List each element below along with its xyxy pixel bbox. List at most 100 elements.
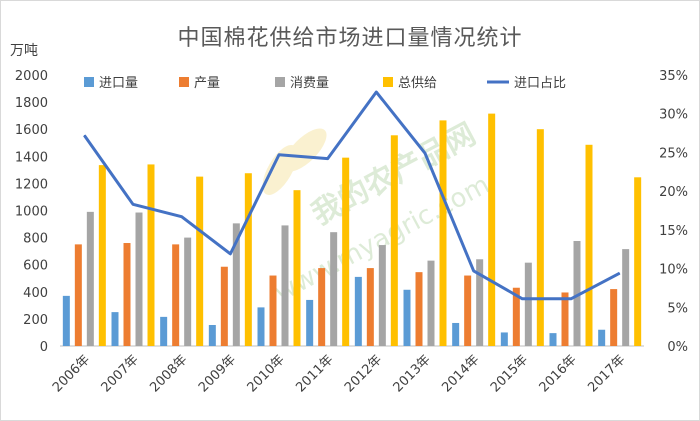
point-进口占比-2014年: [473, 270, 475, 272]
bar-进口量-2017年: [598, 329, 606, 346]
point-进口占比-2017年: [619, 272, 621, 274]
category-label: 2011年: [293, 352, 336, 395]
bar-总供给-2016年: [585, 144, 593, 346]
category-label: 2015年: [488, 352, 531, 395]
bar-进口量-2013年: [403, 289, 411, 346]
category-label: 2006年: [50, 352, 93, 395]
category-labels: 2006年 2007年 2008年 2009年 2010年 2011年 2012年 2013年…: [50, 352, 629, 395]
bar-产量-2007年: [123, 243, 131, 346]
point-进口占比-2009年: [229, 253, 231, 255]
bar-总供给-2017年: [634, 177, 642, 346]
category-label: 2007年: [99, 352, 142, 395]
left-tick-label: 1000: [15, 205, 48, 220]
chart-title: 中国棉花供给市场进口量情况统计: [177, 26, 523, 51]
bar-产量-2017年: [610, 289, 618, 346]
right-tick-label: 10%: [659, 263, 688, 278]
bar-消费量-2015年: [524, 262, 532, 346]
bar-产量-2009年: [220, 266, 228, 346]
category-label: 2016年: [537, 352, 580, 395]
legend-swatch-总供给: [383, 77, 393, 87]
bar-消费量-2014年: [476, 259, 484, 346]
bar-进口量-2009年: [208, 324, 216, 346]
bar-进口量-2014年: [452, 322, 460, 346]
bar-总供给-2006年: [98, 165, 106, 346]
bar-消费量-2012年: [378, 245, 386, 346]
bar-进口量-2007年: [111, 312, 119, 346]
category-label: 2009年: [196, 352, 239, 395]
legend-label-总供给: 总供给: [398, 76, 437, 91]
left-tick-label: 0: [40, 340, 48, 355]
category-label: 2010年: [245, 352, 288, 395]
legend-label-进口量: 进口量: [99, 76, 138, 91]
bar-进口量-2015年: [500, 332, 508, 346]
bar-产量-2010年: [269, 275, 277, 346]
bar-总供给-2014年: [488, 113, 496, 347]
bar-产量-2008年: [172, 244, 180, 346]
right-axis: 0% 5% 10% 15% 20% 25% 30% 35%: [659, 69, 688, 355]
left-tick-label: 600: [23, 259, 48, 274]
bar-总供给-2011年: [342, 157, 350, 346]
bar-产量-2015年: [512, 287, 520, 346]
point-进口占比-2010年: [278, 154, 280, 156]
bar-产量-2011年: [318, 268, 326, 346]
point-进口占比-2006年: [83, 134, 85, 136]
bar-进口量-2010年: [257, 307, 265, 346]
bar-进口量-2012年: [354, 276, 362, 346]
bar-总供给-2012年: [390, 135, 398, 346]
left-tick-label: 2000: [15, 69, 48, 84]
point-进口占比-2015年: [521, 298, 523, 300]
point-进口占比-2013年: [424, 152, 426, 154]
legend-swatch-消费量: [275, 77, 285, 87]
line-进口占比: [83, 90, 621, 301]
left-tick-label: 1800: [15, 96, 48, 111]
bar-消费量-2017年: [622, 249, 630, 346]
point-进口占比-2008年: [181, 216, 183, 218]
category-label: 2014年: [439, 352, 482, 395]
bar-消费量-2006年: [86, 211, 94, 346]
legend-label-产量: 产量: [194, 76, 220, 91]
bar-产量-2014年: [464, 275, 472, 346]
bar-消费量-2016年: [573, 240, 581, 346]
bar-总供给-2015年: [536, 129, 544, 346]
point-进口占比-2016年: [570, 298, 572, 300]
bar-进口量-2016年: [549, 333, 557, 346]
point-进口占比-2012年: [375, 91, 377, 93]
bar-产量-2006年: [74, 244, 82, 346]
bar-进口量-2011年: [306, 299, 314, 346]
legend-swatch-进口量: [84, 77, 94, 87]
bar-消费量-2009年: [232, 223, 240, 346]
category-label: 2013年: [391, 352, 434, 395]
legend-label-消费量: 消费量: [290, 76, 329, 91]
left-tick-label: 1200: [15, 177, 48, 192]
left-tick-label: 1600: [15, 123, 48, 138]
bar-总供给-2010年: [293, 190, 301, 346]
left-tick-label: 200: [23, 313, 48, 328]
right-tick-label: 5%: [667, 301, 688, 316]
bar-总供给-2008年: [196, 176, 204, 346]
bar-总供给-2013年: [439, 120, 447, 346]
left-tick-label: 800: [23, 232, 48, 247]
bar-消费量-2011年: [330, 232, 338, 346]
bar-总供给-2009年: [244, 173, 252, 346]
legend: 进口量 产量 消费量 总供给 进口占比: [84, 76, 566, 91]
bar-总供给-2007年: [147, 164, 155, 346]
right-tick-label: 20%: [659, 185, 688, 200]
bar-进口量-2008年: [160, 316, 168, 346]
bar-消费量-2010年: [281, 225, 289, 346]
point-进口占比-2007年: [132, 203, 134, 205]
legend-swatch-产量: [179, 77, 189, 87]
right-tick-label: 30%: [659, 108, 688, 123]
bar-产量-2016年: [561, 292, 569, 346]
right-tick-label: 25%: [659, 146, 688, 161]
left-tick-label: 400: [23, 286, 48, 301]
category-label: 2017年: [585, 352, 628, 395]
left-axis: 0 200 400 600 800 1000 1200 1400 1600 1800 2000: [15, 69, 48, 355]
bar-产量-2012年: [366, 268, 374, 346]
left-axis-unit: 万吨: [10, 43, 38, 59]
left-tick-label: 1400: [15, 150, 48, 165]
bars: [62, 113, 642, 347]
bar-进口量-2006年: [62, 295, 70, 346]
line-series: [83, 90, 621, 301]
